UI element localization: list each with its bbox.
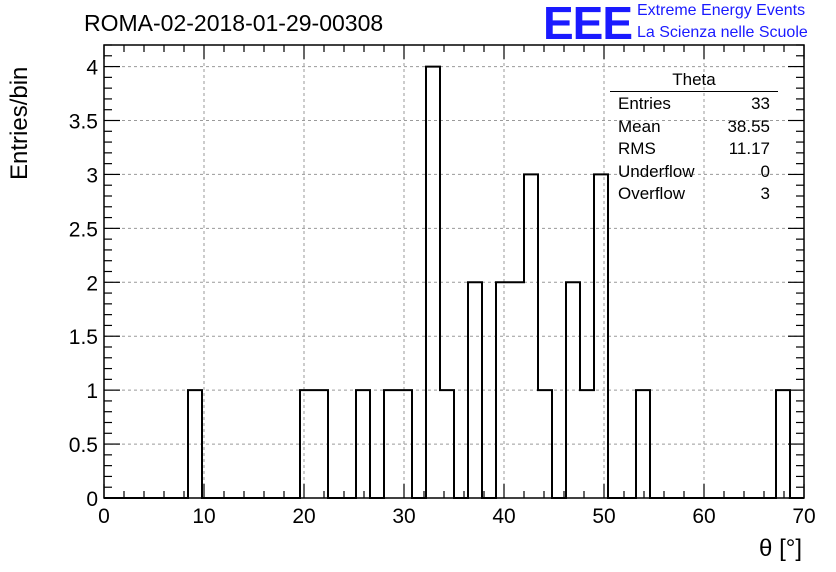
stats-label: Underflow [618, 161, 695, 181]
stats-row: Entries 33 [610, 93, 778, 116]
chart-title: ROMA-02-2018-01-29-00308 [84, 10, 384, 36]
stats-label: RMS [618, 139, 656, 158]
stats-row: RMS 11.17 [610, 138, 778, 161]
stats-value: 0 [760, 161, 770, 181]
y-tick-label: 3.5 [69, 111, 98, 134]
stats-row: Underflow 0 [610, 161, 778, 184]
y-tick-label: 1 [86, 380, 98, 403]
y-tick-label: 0 [86, 488, 98, 511]
x-tick-label: 10 [192, 505, 215, 528]
stats-value: 33 [751, 94, 770, 113]
stats-value: 11.17 [728, 139, 770, 158]
y-tick-label: 0.5 [69, 434, 98, 457]
stats-value: 38.55 [727, 116, 770, 136]
stats-row: Mean 38.55 [610, 116, 778, 139]
y-tick-label: 1.5 [69, 326, 98, 349]
y-tick-label: 3 [86, 164, 98, 187]
y-tick-label: 2 [86, 272, 98, 295]
x-tick-label: 50 [592, 505, 615, 528]
eee-logo: EEE [543, 0, 633, 49]
stats-row: Overflow 3 [610, 183, 778, 206]
stats-value: 3 [760, 184, 770, 203]
y-tick-label: 4 [86, 57, 98, 80]
x-tick-label: 20 [292, 505, 315, 528]
x-tick-label: 40 [492, 505, 515, 528]
stats-label: Mean [618, 116, 661, 136]
stats-box: Theta Entries 33 Mean 38.55 RMS 11.17 Under… [610, 70, 778, 206]
x-tick-label: 60 [692, 505, 715, 528]
x-axis-label: θ [°] [759, 535, 802, 562]
stats-title: Theta [610, 70, 778, 92]
x-tick-label: 70 [792, 505, 815, 528]
logo-line-1: Extreme Energy Events [637, 2, 806, 19]
y-tick-label: 2.5 [69, 218, 98, 241]
x-tick-label: 0 [98, 505, 110, 528]
stats-label: Overflow [618, 184, 686, 203]
logo-line-2: La Scienza nelle Scuole [637, 24, 808, 41]
x-tick-label: 30 [392, 505, 415, 528]
y-axis-label: Entries/bin [6, 66, 33, 180]
stats-label: Entries [618, 94, 671, 113]
